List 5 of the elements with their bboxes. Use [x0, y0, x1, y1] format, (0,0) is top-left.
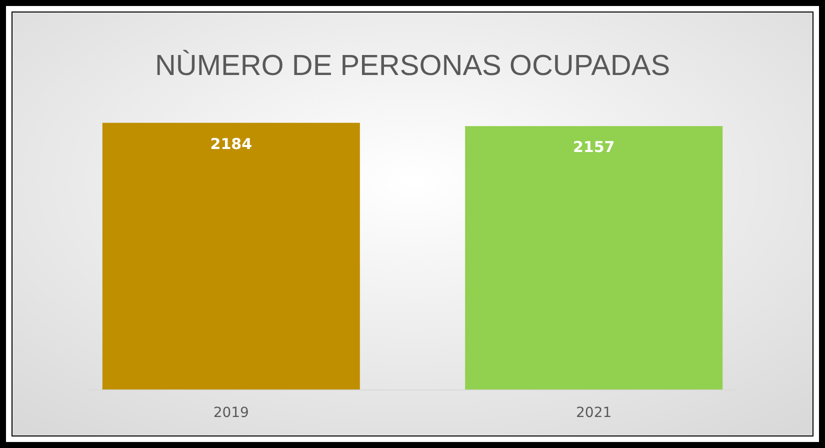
data-label: 2184: [210, 134, 252, 153]
data-label: 2157: [572, 138, 615, 156]
x-tick-label: 2021: [576, 405, 612, 421]
chart-title: NÙMERO DE PERSONAS OCUPADAS: [154, 49, 670, 82]
x-tick-label: 2019: [213, 405, 249, 421]
